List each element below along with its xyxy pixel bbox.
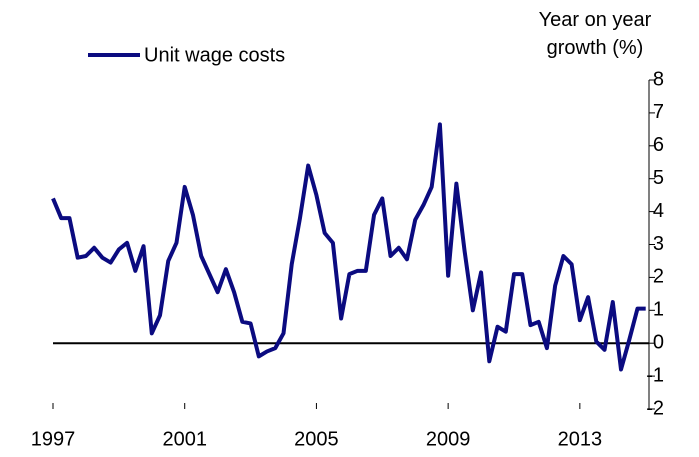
y-tick-label: 3 — [653, 233, 664, 255]
x-tick-label: 1997 — [31, 428, 76, 450]
y-tick-label: 1 — [653, 299, 664, 321]
y-tick-label: -2 — [646, 397, 664, 419]
x-tick-label: 2001 — [162, 428, 207, 450]
x-tick-label: 2013 — [558, 428, 603, 450]
y-tick-label: 8 — [653, 68, 664, 90]
y-tick-label: 4 — [653, 200, 664, 222]
data-line — [51, 122, 646, 372]
y-tick-label: 2 — [653, 266, 664, 288]
y-axis-title: Year on year growth (%) — [538, 9, 652, 59]
x-tick-label: 2009 — [426, 428, 471, 450]
y-tick-label: 0 — [653, 331, 664, 353]
y-tick-label: 5 — [653, 167, 664, 189]
y-tick-label: -1 — [646, 364, 664, 386]
y-tick-label: 6 — [653, 134, 664, 156]
x-tick-label: 2005 — [294, 428, 339, 450]
y-tick-label: 7 — [653, 101, 664, 123]
legend-label: Unit wage costs — [144, 44, 285, 66]
